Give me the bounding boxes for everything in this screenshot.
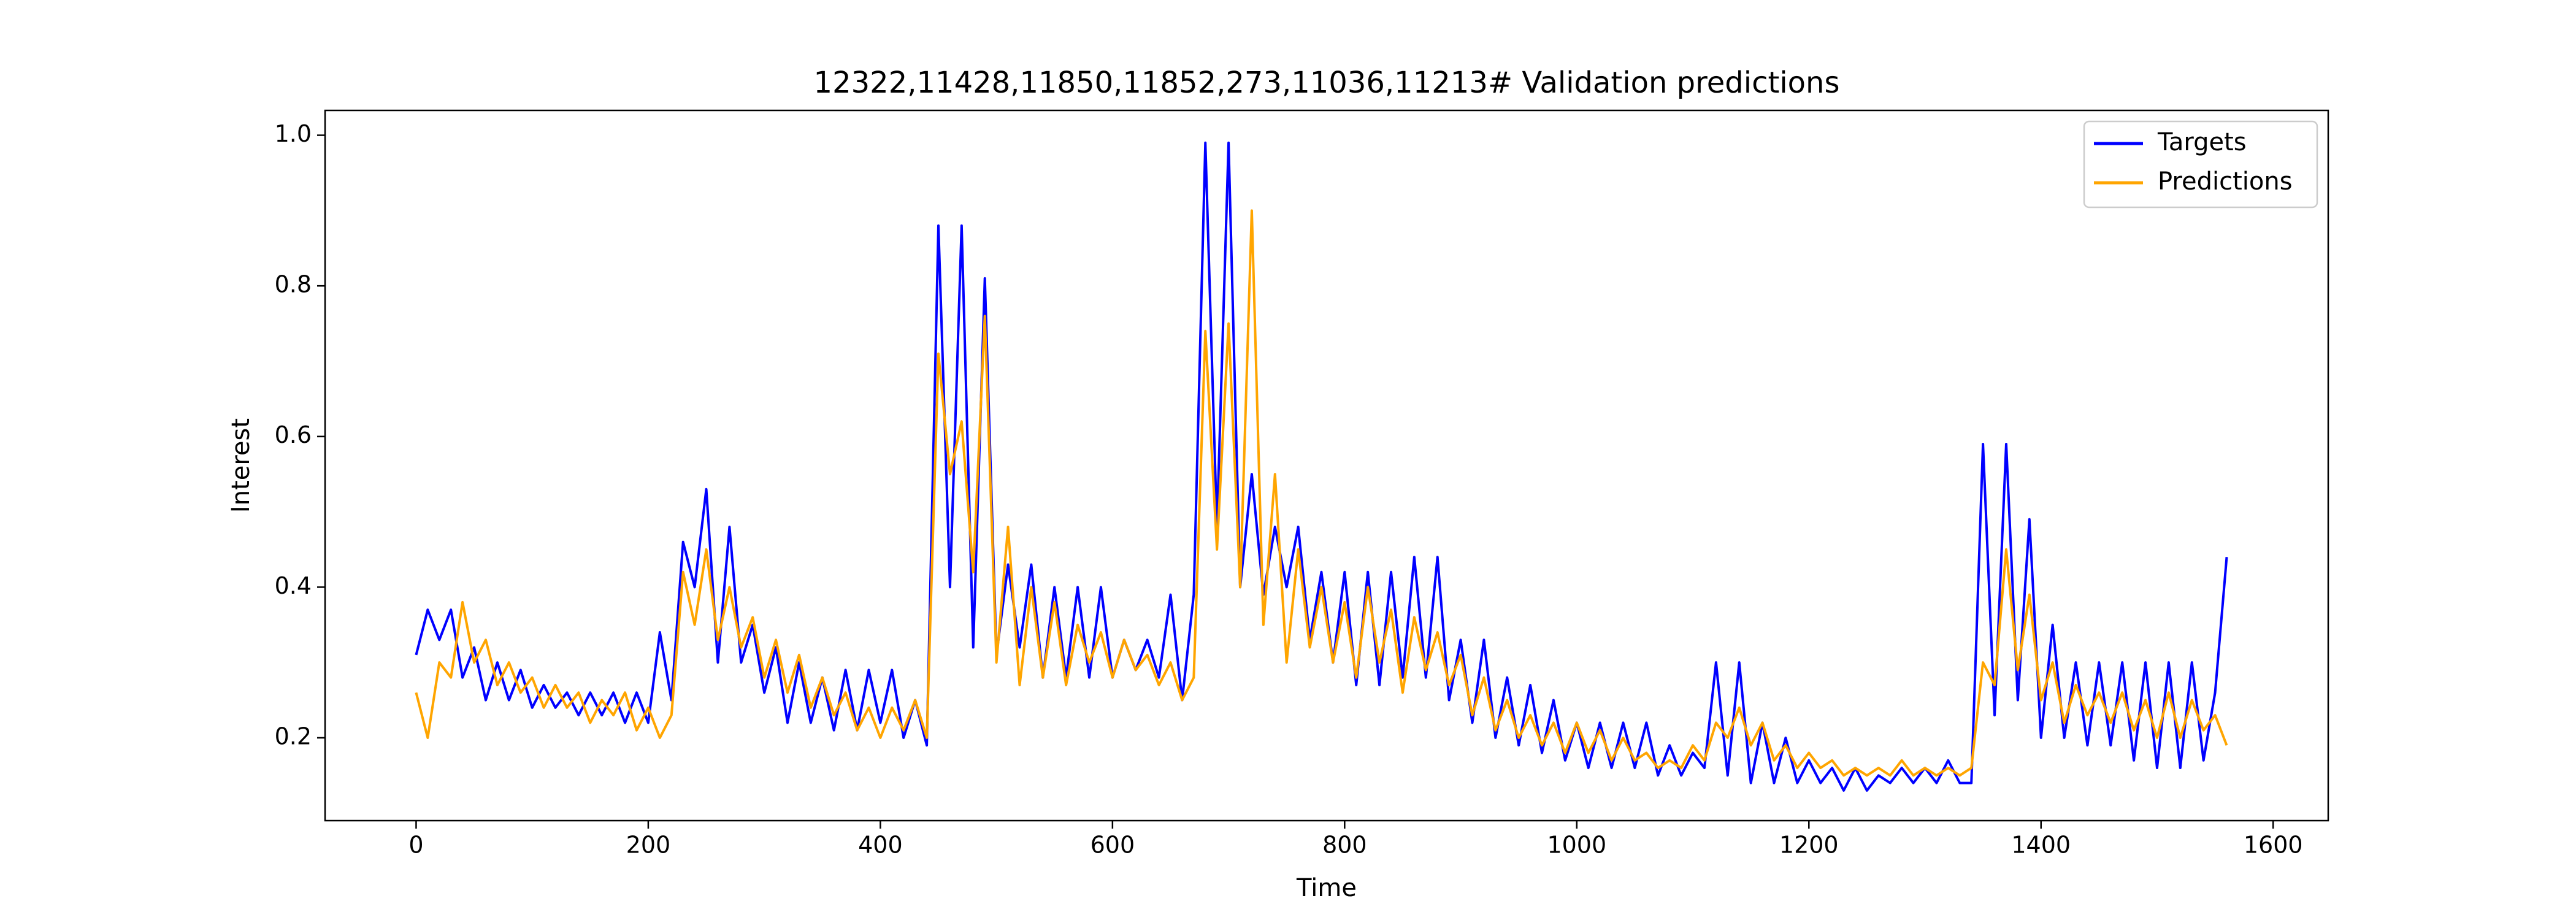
axes-frame: [324, 109, 2329, 822]
y-axis-label: Interest: [227, 418, 255, 513]
x-tick-label: 400: [858, 832, 903, 859]
y-tick-label: 0.6: [275, 421, 312, 448]
chart-title: 12322,11428,11850,11852,273,11036,11213#…: [814, 66, 1840, 100]
x-tick-label: 600: [1091, 832, 1135, 859]
y-tick-label: 0.4: [275, 572, 312, 599]
y-tick-label: 0.8: [275, 271, 312, 298]
series-line: [415, 209, 2228, 777]
legend-label: Targets: [2157, 128, 2247, 156]
y-tick-label: 1.0: [275, 120, 312, 147]
x-axis-label: Time: [1296, 874, 1357, 902]
x-tick-label: 0: [408, 832, 423, 859]
legend-label: Predictions: [2158, 167, 2293, 196]
legend: Targets Predictions: [2083, 120, 2318, 209]
y-tick-label: 0.2: [275, 723, 312, 749]
series-line: [415, 141, 2228, 792]
x-tick-label: 1600: [2244, 832, 2303, 859]
plot-area: [415, 141, 2228, 792]
x-tick-label: 1400: [2011, 832, 2071, 859]
x-tick-label: 800: [1322, 832, 1367, 859]
x-tick-label: 1000: [1547, 832, 1606, 859]
x-tick-label: 1200: [1779, 832, 1839, 859]
x-tick-label: 200: [626, 832, 671, 859]
